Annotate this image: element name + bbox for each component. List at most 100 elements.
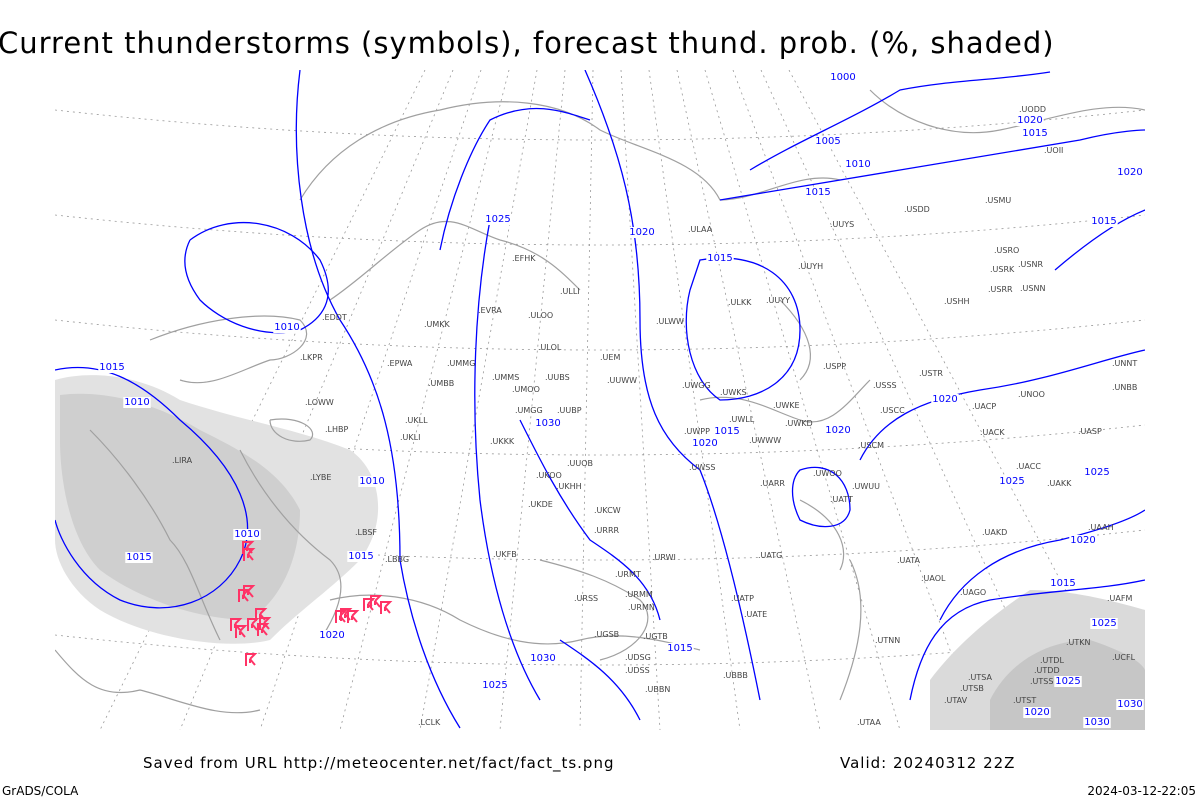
isobar-label: 1020 [825,425,850,436]
probability-area-medium [60,393,300,620]
station-label: .USRO [994,246,1019,255]
station-label: .UWKS [720,388,747,397]
station-label: .EFHK [512,254,536,263]
station-label: .EDDT [322,313,347,322]
station-label: .UEM [600,353,620,362]
isobar-label: 1020 [1117,167,1142,178]
isobar-label: 1020 [932,394,957,405]
isobar-label: 1015 [126,552,151,563]
thunderstorm-icon [242,541,255,554]
station-label: .ULKK [728,298,752,307]
station-label: .URMM [625,590,653,599]
isobar-label-bg [484,214,512,225]
station-label: .UACK [980,428,1005,437]
isobar-label: 1015 [1050,578,1075,589]
meridian-line [760,70,1061,730]
station-label: .UCFL [1112,653,1136,662]
station-label: .ULAA [688,225,713,234]
station-label: .USCC [880,406,905,415]
isobar-label: 1030 [535,418,560,429]
meridian-line [704,70,901,730]
thunderstorm-icon [238,589,251,602]
station-label: .UAAH [1088,523,1114,532]
isobar-line [719,129,1145,201]
meridian-line [676,70,821,730]
isobar-label-bg [666,643,694,654]
station-label: .UGSB [594,630,619,639]
station-label: .UUBS [545,373,570,382]
station-label: .LBSF [355,528,377,537]
station-label: .USTR [919,369,943,378]
isobar-label: 1000 [830,72,855,83]
isobar-label-bg [481,680,509,691]
isobar-label: 1015 [99,362,124,373]
station-label: .UMKK [424,320,451,329]
station-label: .UKKK [490,437,515,446]
station-label: .URMT [615,570,641,579]
station-label: .ULOO [528,311,553,320]
isobar-line [939,509,1145,621]
station-label: .URSS [574,594,598,603]
isobar-line [791,466,851,528]
isobar-label-bg [691,438,719,449]
isobar-label-bg [824,425,852,436]
station-label: .UOII [1044,146,1063,155]
coastline [299,101,841,201]
isobar-line [55,366,248,609]
station-label: .EPWA [387,359,413,368]
station-label: .UWWW [749,436,781,445]
coastline [89,429,221,641]
station-label: .URMN [628,603,655,612]
isobar-label: 1010 [274,322,299,333]
station-label: .UMMG [447,359,475,368]
station-label: .UNNT [1112,359,1137,368]
station-label: .UMBB [428,379,454,388]
isobar-label: 1025 [1055,676,1080,687]
thunderstorm-icon [247,618,260,631]
station-label: .URRR [594,526,620,535]
thunderstorm-probability-shading [55,375,1145,730]
isobar-label: 1025 [1091,618,1116,629]
isobar-label-bg [1083,467,1111,478]
thunderstorm-icon [243,585,256,598]
station-label: .UTDL [1040,656,1064,665]
isobar-label-bg [1083,717,1111,728]
station-label: .UODD [1019,105,1046,114]
station-label: .UUOB [567,459,593,468]
station-label: .UMMS [492,373,519,382]
isobar-label-bg [1021,128,1049,139]
station-label: .UATT [830,495,853,504]
isobar-label-bg [713,426,741,437]
generated-timestamp: 2024-03-12-22:05 [1087,784,1196,798]
isobar-label-bg [1023,707,1051,718]
station-label: .UUYH [798,262,823,271]
isobar-label-bg [1090,618,1118,629]
station-label: .USNN [1020,284,1045,293]
isobar-label-bg [706,253,734,264]
parallel-line [55,424,1145,456]
station-label: .USSS [873,381,897,390]
isobar-label: 1015 [1022,128,1047,139]
software-credit: GrADS/COLA [2,784,79,798]
coastline [839,559,862,701]
isobar-line [295,70,461,729]
station-label: .URWI [652,553,676,562]
isobar-line [184,221,329,334]
station-label: .UAKK [1047,479,1072,488]
isobar-label: 1020 [692,438,717,449]
isobar-line [749,71,1051,171]
isobar-label-bg [125,552,153,563]
station-label: .UACP [972,402,996,411]
isobar-label-bg [1049,578,1077,589]
station-label: .UUBP [557,406,582,415]
station-label: .LKPR [300,353,323,362]
isobar-label: 1015 [1091,216,1116,227]
station-label: .UARR [760,479,785,488]
isobar-label-bg [844,159,872,170]
station-label: .UKLI [400,433,420,442]
station-label: .UWGG [682,381,711,390]
station-label: .USMU [985,196,1011,205]
station-label: .UACC [1016,462,1041,471]
station-label: .UMGG [515,406,543,415]
coastline [55,649,261,714]
